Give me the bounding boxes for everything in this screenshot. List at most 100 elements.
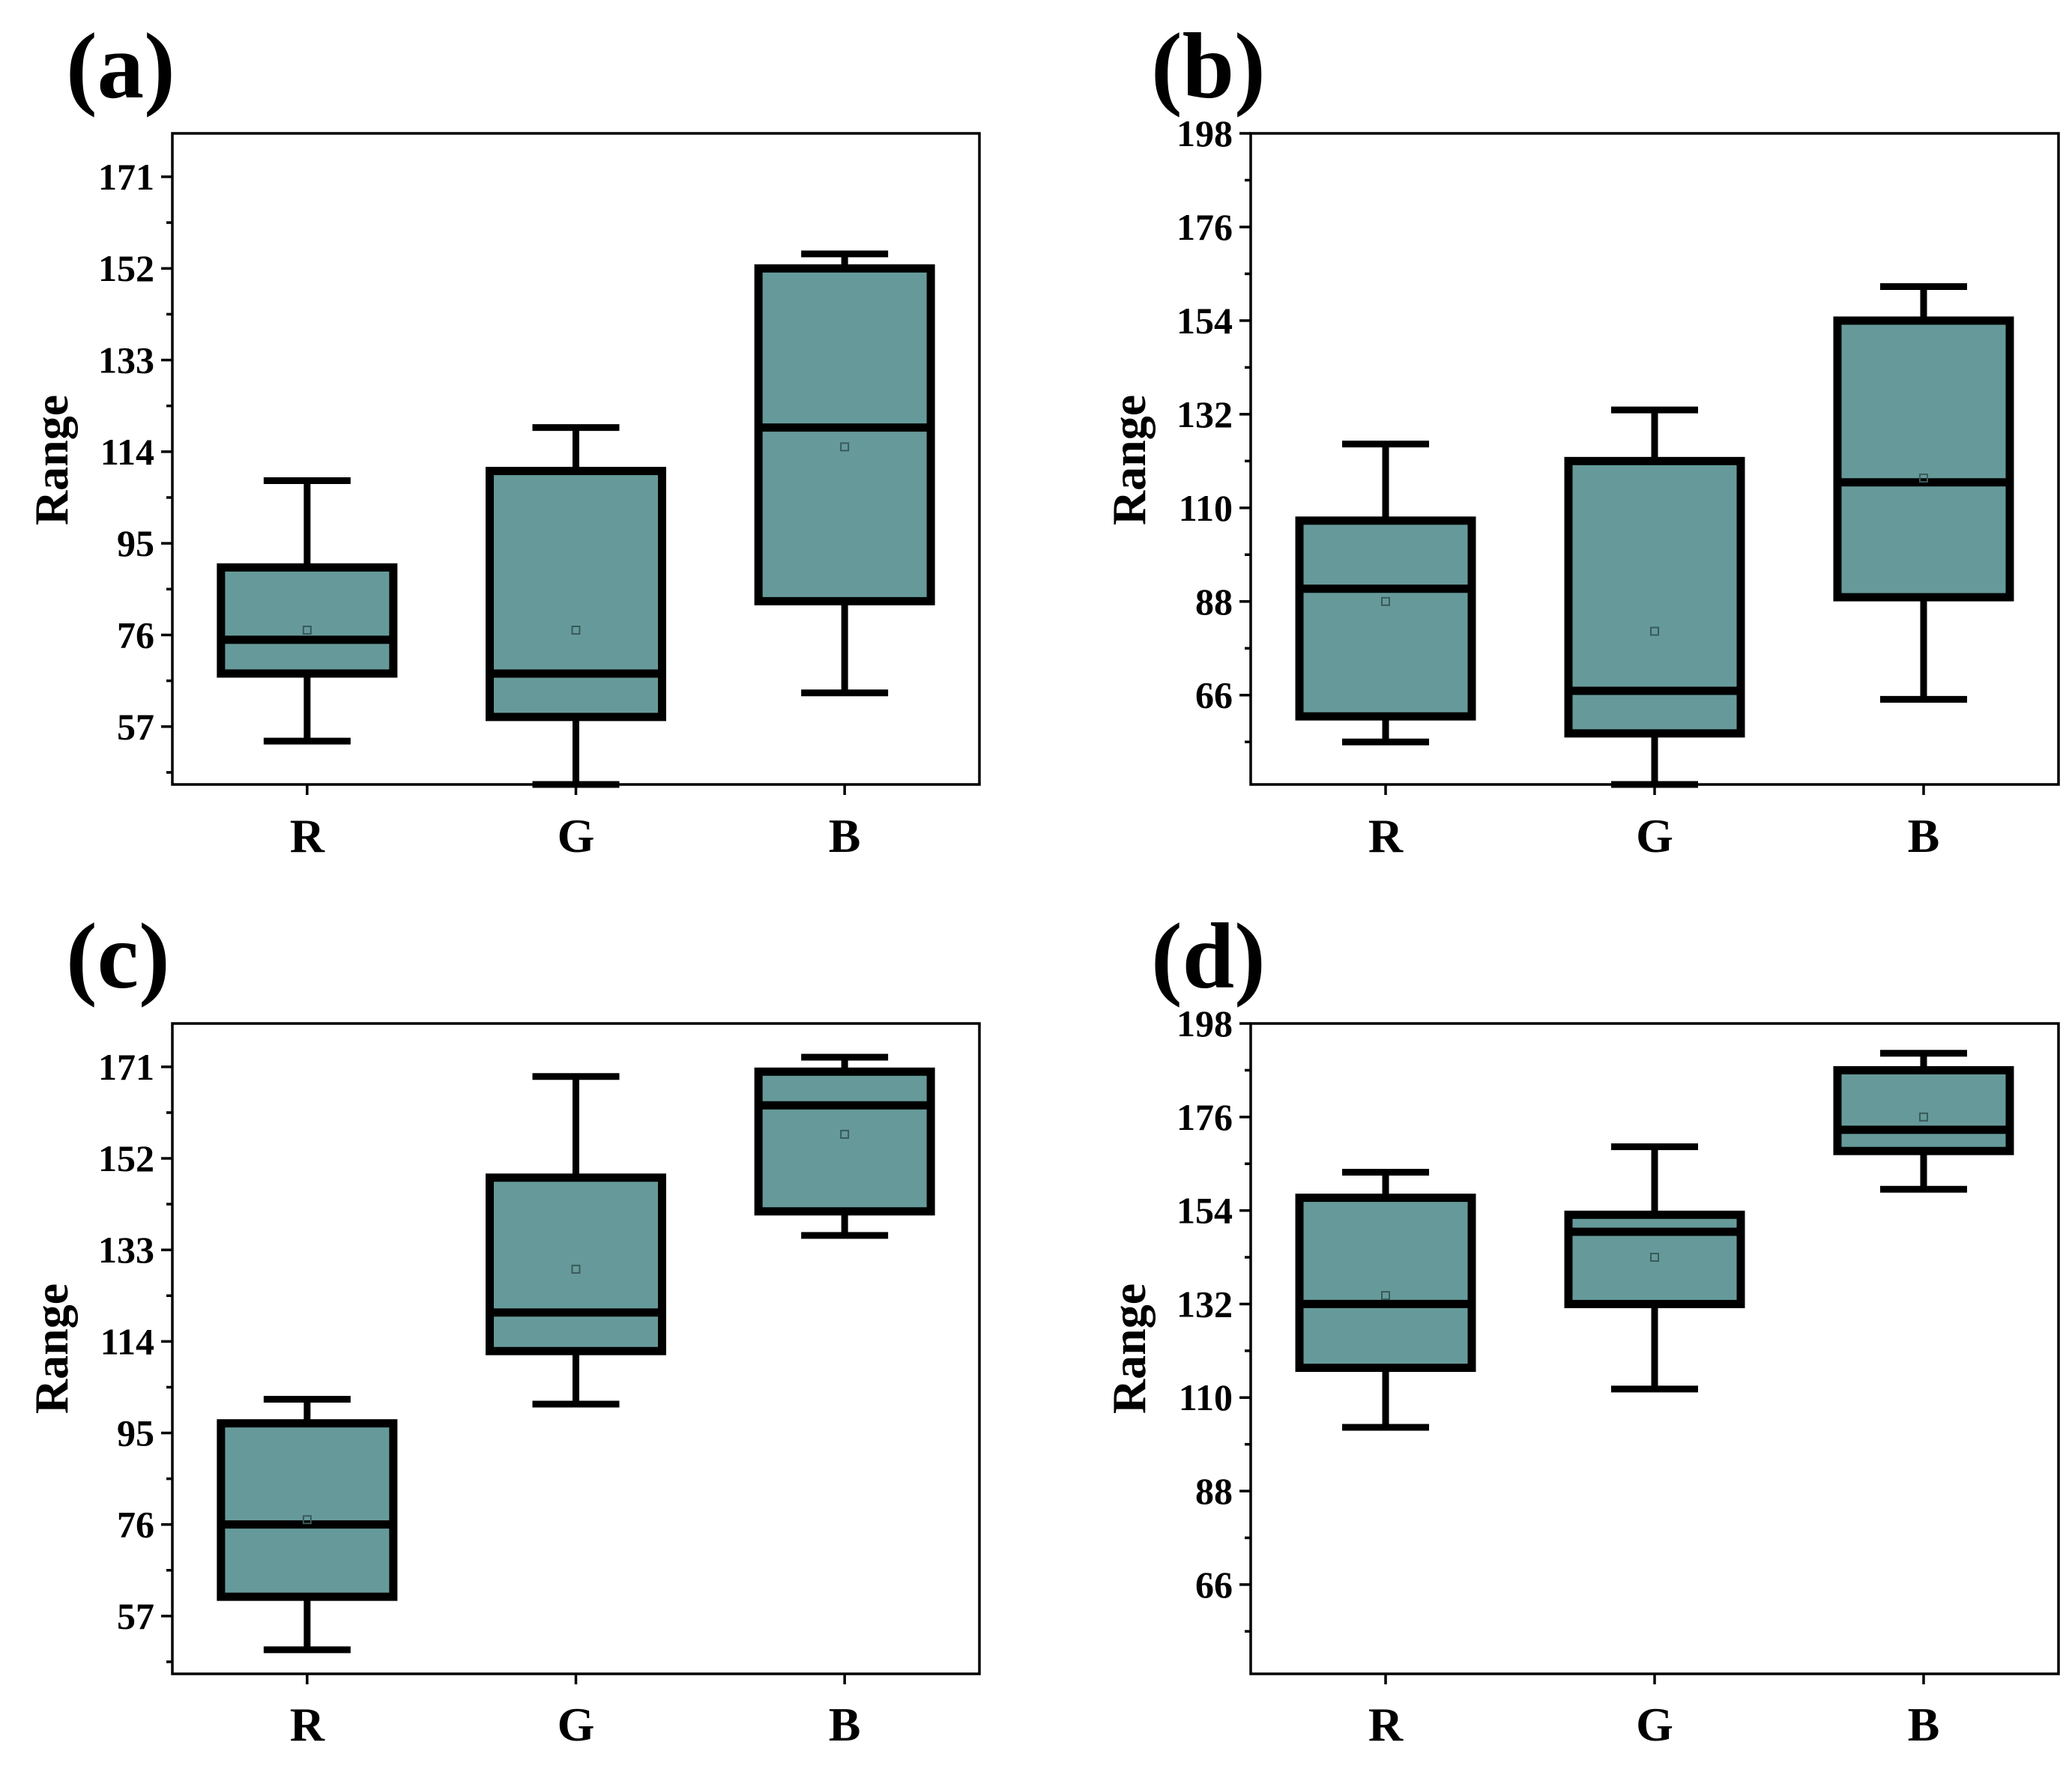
mean-marker: [1918, 1112, 1928, 1122]
mean-marker: [571, 1264, 581, 1274]
panel-b-box-G: [1564, 406, 1745, 788]
panel-b-ytick-label: 66: [1195, 674, 1233, 716]
panel-c-box-B: [754, 1053, 935, 1239]
panel-a-ytick-label: 133: [98, 339, 154, 381]
panel-d-boxes: [1295, 1050, 2014, 1431]
panel-b-cat-G: G: [1636, 809, 1673, 862]
panel-c-label: (c): [66, 905, 170, 1009]
panel-b-frame: [1249, 132, 2060, 786]
panel-a-ytick-label: 95: [117, 522, 154, 564]
panel-a-categories: R G B: [290, 809, 861, 862]
mean-marker: [840, 1129, 850, 1139]
panel-d-ytick-label: 198: [1177, 1003, 1233, 1044]
panel-d-ylabel: Range: [1102, 1283, 1156, 1414]
iqr-box: [754, 264, 935, 605]
panel-d-ytick-label: 176: [1177, 1096, 1233, 1138]
iqr-box: [1295, 516, 1476, 721]
panel-c-frame: [171, 1022, 981, 1675]
panel-c-ylabel: Range: [25, 1283, 78, 1414]
panel-b-cat-B: B: [1908, 809, 1940, 862]
panel-c-ticks: 57 76 95 114 133 152 171: [98, 1046, 846, 1684]
panel-d-categories: R G B: [1368, 1698, 1939, 1751]
panel-d-cat-G: G: [1636, 1698, 1673, 1751]
iqr-box: [754, 1067, 935, 1216]
panel-b-box-R: [1295, 441, 1476, 746]
panel-a-box-B: [754, 250, 935, 697]
iqr-box: [217, 1419, 398, 1601]
panel-c-ytick-label: 133: [98, 1229, 154, 1271]
panel-a-box-G: [486, 424, 666, 788]
panel-a-ylabel: Range: [25, 395, 78, 525]
panel-a-cat-B: B: [829, 809, 861, 862]
panel-c-box-R: [217, 1396, 398, 1654]
mean-marker: [571, 626, 581, 635]
panel-a: (a) Range 57 76 95 114 133 152 171 R G B: [25, 15, 981, 862]
panel-a-ytick-label: 152: [98, 247, 154, 289]
panel-a-ytick-label: 57: [117, 706, 154, 748]
iqr-box: [486, 467, 666, 722]
mean-marker: [1650, 626, 1659, 636]
panel-c-ytick-label: 152: [98, 1137, 154, 1179]
panel-d-ticks: 66 88 110 132 154 176 198: [1177, 1003, 1925, 1684]
panel-d-ytick-label: 66: [1195, 1564, 1233, 1606]
panel-d-ytick-label: 132: [1177, 1283, 1233, 1325]
panel-d-frame: [1249, 1022, 2060, 1675]
panel-b-ytick-label: 110: [1179, 487, 1233, 529]
panel-a-ytick-label: 76: [117, 614, 154, 656]
panel-c: (c) Range 57 76 95 114 133 152 171 R G B: [25, 905, 981, 1751]
panel-c-boxes: [217, 1053, 935, 1654]
panel-d-box-R: [1295, 1169, 1476, 1431]
iqr-box: [486, 1173, 666, 1355]
iqr-box: [1833, 316, 2014, 602]
panel-c-ytick-label: 95: [117, 1412, 154, 1454]
panel-b-ytick-label: 154: [1177, 300, 1233, 342]
panel-c-cat-B: B: [829, 1698, 861, 1751]
panel-c-categories: R G B: [290, 1698, 861, 1751]
mean-marker: [840, 442, 850, 452]
iqr-box: [217, 563, 398, 678]
panel-b-ytick-label: 198: [1177, 112, 1233, 154]
panel-c-cat-G: G: [558, 1698, 595, 1751]
panel-d-ytick-label: 110: [1179, 1376, 1233, 1418]
panel-a-ytick-label: 114: [100, 431, 154, 473]
panel-d-label: (d): [1151, 905, 1266, 1009]
mean-marker: [1381, 596, 1391, 606]
panel-b-ytick-label: 132: [1177, 393, 1233, 435]
panel-b-label: (b): [1151, 15, 1266, 118]
panel-c-ytick-label: 171: [98, 1046, 154, 1088]
panel-d-cat-B: B: [1908, 1698, 1940, 1751]
mean-marker: [1381, 1291, 1391, 1301]
panel-b-ytick-label: 176: [1177, 206, 1233, 248]
panel-b-ytick-label: 88: [1195, 581, 1233, 623]
panel-b-ylabel: Range: [1102, 395, 1156, 525]
panel-a-ticks: 57 76 95 114 133 152 171: [98, 156, 846, 795]
iqr-box: [1833, 1065, 2014, 1155]
mean-marker: [1918, 474, 1928, 483]
panel-a-label: (a): [66, 15, 175, 118]
panel-d: (d) Range 66 88 110 132 154 176 198 R G B: [1102, 905, 2060, 1751]
panel-d-box-G: [1564, 1143, 1745, 1393]
panel-c-cat-R: R: [290, 1698, 325, 1751]
mean-marker: [1650, 1253, 1659, 1263]
panel-d-box-B: [1833, 1050, 2014, 1193]
panel-d-ytick-label: 154: [1177, 1190, 1233, 1232]
panel-a-cat-G: G: [558, 809, 595, 862]
panel-b-cat-R: R: [1368, 809, 1404, 862]
panel-c-ytick-label: 76: [117, 1504, 154, 1546]
iqr-box: [1295, 1194, 1476, 1373]
panel-c-box-G: [486, 1073, 666, 1408]
panel-b-ticks: 66 88 110 132 154 176 198: [1177, 112, 1925, 795]
panel-a-cat-R: R: [290, 809, 325, 862]
panel-d-cat-R: R: [1368, 1698, 1404, 1751]
panel-a-box-R: [217, 477, 398, 745]
panel-b-boxes: [1295, 282, 2014, 788]
mean-marker: [302, 1515, 312, 1525]
panel-d-ytick-label: 88: [1195, 1470, 1233, 1512]
panel-b-box-B: [1833, 282, 2014, 703]
panel-a-boxes: [217, 250, 935, 788]
panel-a-frame: [171, 132, 981, 786]
mean-marker: [302, 626, 312, 635]
panel-a-ytick-label: 171: [98, 156, 154, 198]
panel-b: (b) Range 66 88 110 132 154 176 198 R G B: [1102, 15, 2060, 862]
